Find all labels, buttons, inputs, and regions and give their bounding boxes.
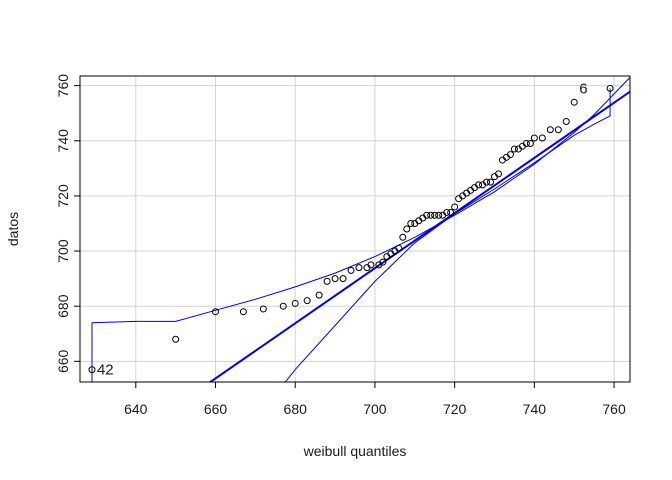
data-point — [546, 126, 554, 134]
data-point — [526, 140, 534, 148]
data-point — [554, 126, 562, 134]
envelope-lower-tail — [573, 88, 611, 136]
x-tick-label: 720 — [443, 401, 467, 417]
x-tick-label: 640 — [124, 401, 148, 417]
data-point — [431, 211, 439, 219]
point-label: 6 — [579, 80, 587, 97]
data-point — [407, 219, 415, 227]
reference-line — [208, 90, 630, 382]
x-axis-title: weibull quantiles — [303, 443, 407, 459]
reference-line-segment — [208, 90, 630, 382]
data-point — [510, 145, 518, 153]
data-point — [367, 261, 375, 269]
data-point — [475, 181, 483, 189]
data-point — [483, 178, 491, 186]
point-label: 42 — [97, 362, 114, 379]
data-point — [427, 211, 435, 219]
y-tick-label: 740 — [55, 129, 71, 153]
envelope-lower — [284, 134, 575, 382]
data-point — [323, 277, 331, 285]
x-tick-label: 660 — [204, 401, 228, 417]
grid-lines — [80, 76, 630, 382]
x-tick-label: 760 — [602, 401, 626, 417]
x-tick-label: 740 — [523, 401, 547, 417]
data-point — [403, 225, 411, 233]
data-point — [172, 335, 180, 343]
y-tick-label: 720 — [55, 184, 71, 208]
data-point — [443, 208, 451, 216]
data-point — [355, 264, 363, 272]
data-point — [447, 208, 455, 216]
x-tick-label: 700 — [363, 401, 387, 417]
data-point — [331, 275, 339, 283]
data-point — [538, 134, 546, 142]
data-points — [88, 84, 614, 374]
point-labels: 6 42 — [97, 80, 588, 378]
data-point — [303, 297, 311, 305]
envelope-upper — [91, 77, 630, 324]
plot-frame — [79, 75, 631, 383]
data-point — [435, 211, 443, 219]
y-tick-label: 680 — [55, 294, 71, 318]
y-tick-label: 660 — [55, 349, 71, 373]
data-point — [451, 203, 459, 211]
data-point — [88, 366, 96, 374]
data-point — [562, 117, 570, 125]
data-point — [570, 98, 578, 106]
data-point — [423, 211, 431, 219]
data-point — [399, 233, 407, 241]
data-point — [279, 302, 287, 310]
x-tick-label: 680 — [284, 401, 308, 417]
data-point — [339, 275, 347, 283]
x-axis: 640 660 680 700 720 740 760 — [124, 382, 626, 417]
data-point — [494, 170, 502, 178]
data-point — [212, 308, 220, 316]
data-point — [379, 258, 387, 266]
data-point — [395, 244, 403, 252]
y-axis: 660 680 700 720 740 760 — [55, 74, 80, 373]
confidence-envelope — [91, 77, 630, 382]
data-point — [487, 178, 495, 186]
data-point — [606, 84, 614, 92]
y-axis-title: datos — [5, 212, 21, 246]
data-point — [239, 308, 247, 316]
data-point — [291, 299, 299, 307]
data-point — [522, 140, 530, 148]
data-point — [315, 291, 323, 299]
data-point — [259, 305, 267, 313]
y-tick-label: 760 — [55, 74, 71, 98]
data-point — [347, 266, 355, 274]
data-point — [506, 151, 514, 159]
data-point — [530, 134, 538, 142]
y-tick-label: 700 — [55, 239, 71, 263]
